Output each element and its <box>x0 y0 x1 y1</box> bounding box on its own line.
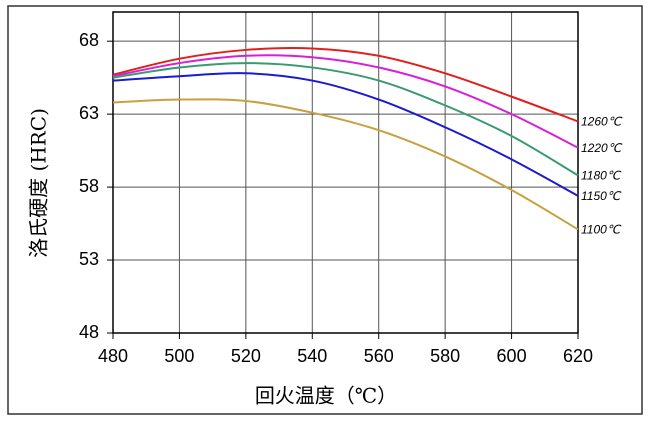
y-tick-label: 58 <box>79 176 99 196</box>
plot-frame <box>112 11 579 334</box>
series-line <box>112 47 579 123</box>
x-tick-label: 600 <box>497 346 527 366</box>
x-tick-label: 560 <box>364 346 394 366</box>
y-tick-label: 63 <box>79 103 99 123</box>
series-label: 1150℃ <box>581 189 622 203</box>
x-tick-label: 580 <box>430 346 460 366</box>
y-tick-label: 53 <box>79 249 99 269</box>
series-label: 1220℃ <box>581 141 623 155</box>
y-tick-label: 48 <box>79 322 99 342</box>
y-tick-label: 68 <box>79 30 99 50</box>
series-line <box>112 62 579 177</box>
outer-frame <box>7 5 643 415</box>
series-line <box>112 54 579 149</box>
x-tick-label: 620 <box>563 346 593 366</box>
x-tick-label: 540 <box>297 346 327 366</box>
series-label: 1260℃ <box>581 115 623 129</box>
x-tick-label: 520 <box>231 346 261 366</box>
x-tick-label: 500 <box>164 346 194 366</box>
x-axis-label: 回火温度（℃） <box>255 384 397 408</box>
x-tick-label: 480 <box>98 346 128 366</box>
y-axis-label: 洛氏硬度 (HRC) <box>27 108 51 258</box>
series-line <box>112 98 579 231</box>
series-label: 1180℃ <box>581 169 622 183</box>
series-label: 1100℃ <box>581 223 622 237</box>
series-line <box>112 72 579 197</box>
